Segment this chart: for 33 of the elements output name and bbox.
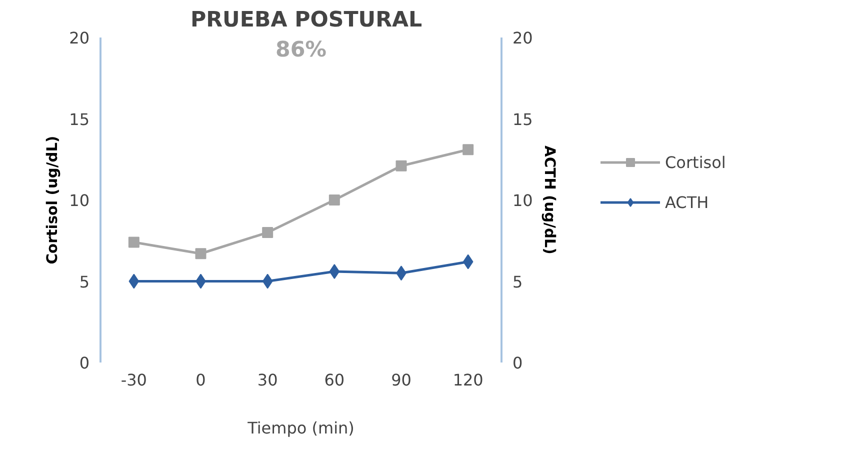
annotation: 86% [275, 38, 327, 62]
point [328, 194, 340, 206]
point [262, 227, 274, 238]
y2-axis-title: ACTH (ug/dL) [540, 146, 558, 254]
point [195, 248, 206, 260]
y2-tick-label: 15 [512, 110, 533, 129]
y2-tick-label: 5 [512, 272, 523, 292]
y-tick-label: 5 [79, 272, 90, 292]
y2-tick-label: 10 [512, 191, 533, 210]
point [462, 254, 474, 270]
x-tick-label: 90 [391, 370, 412, 390]
x-axis-title: Tiempo (min) [246, 418, 354, 438]
point [462, 144, 474, 156]
point [329, 264, 340, 279]
x-tick-label: 30 [257, 370, 278, 390]
y-axis-title: Cortisol (ug/dL) [44, 136, 62, 264]
point [128, 274, 140, 289]
point [396, 160, 407, 172]
y2-tick-label: 20 [512, 28, 533, 48]
y-tick-label: 20 [69, 28, 90, 48]
x-tick-label: -30 [120, 370, 147, 390]
y-tick-label: 0 [79, 354, 90, 372]
y2-tick-label: 0 [512, 354, 523, 372]
legend-label: ACTH [665, 192, 709, 212]
point [262, 274, 273, 289]
chart-title: PRUEBA POSTURAL [190, 8, 422, 32]
legend-label: Cortisol [665, 152, 726, 172]
y-tick-label: 15 [69, 110, 90, 129]
y-tick-label: 10 [69, 191, 90, 210]
x-tick-label: 0 [196, 370, 206, 390]
point [128, 236, 140, 248]
x-tick-label: 120 [452, 370, 484, 390]
x-tick-label: 60 [324, 370, 345, 390]
